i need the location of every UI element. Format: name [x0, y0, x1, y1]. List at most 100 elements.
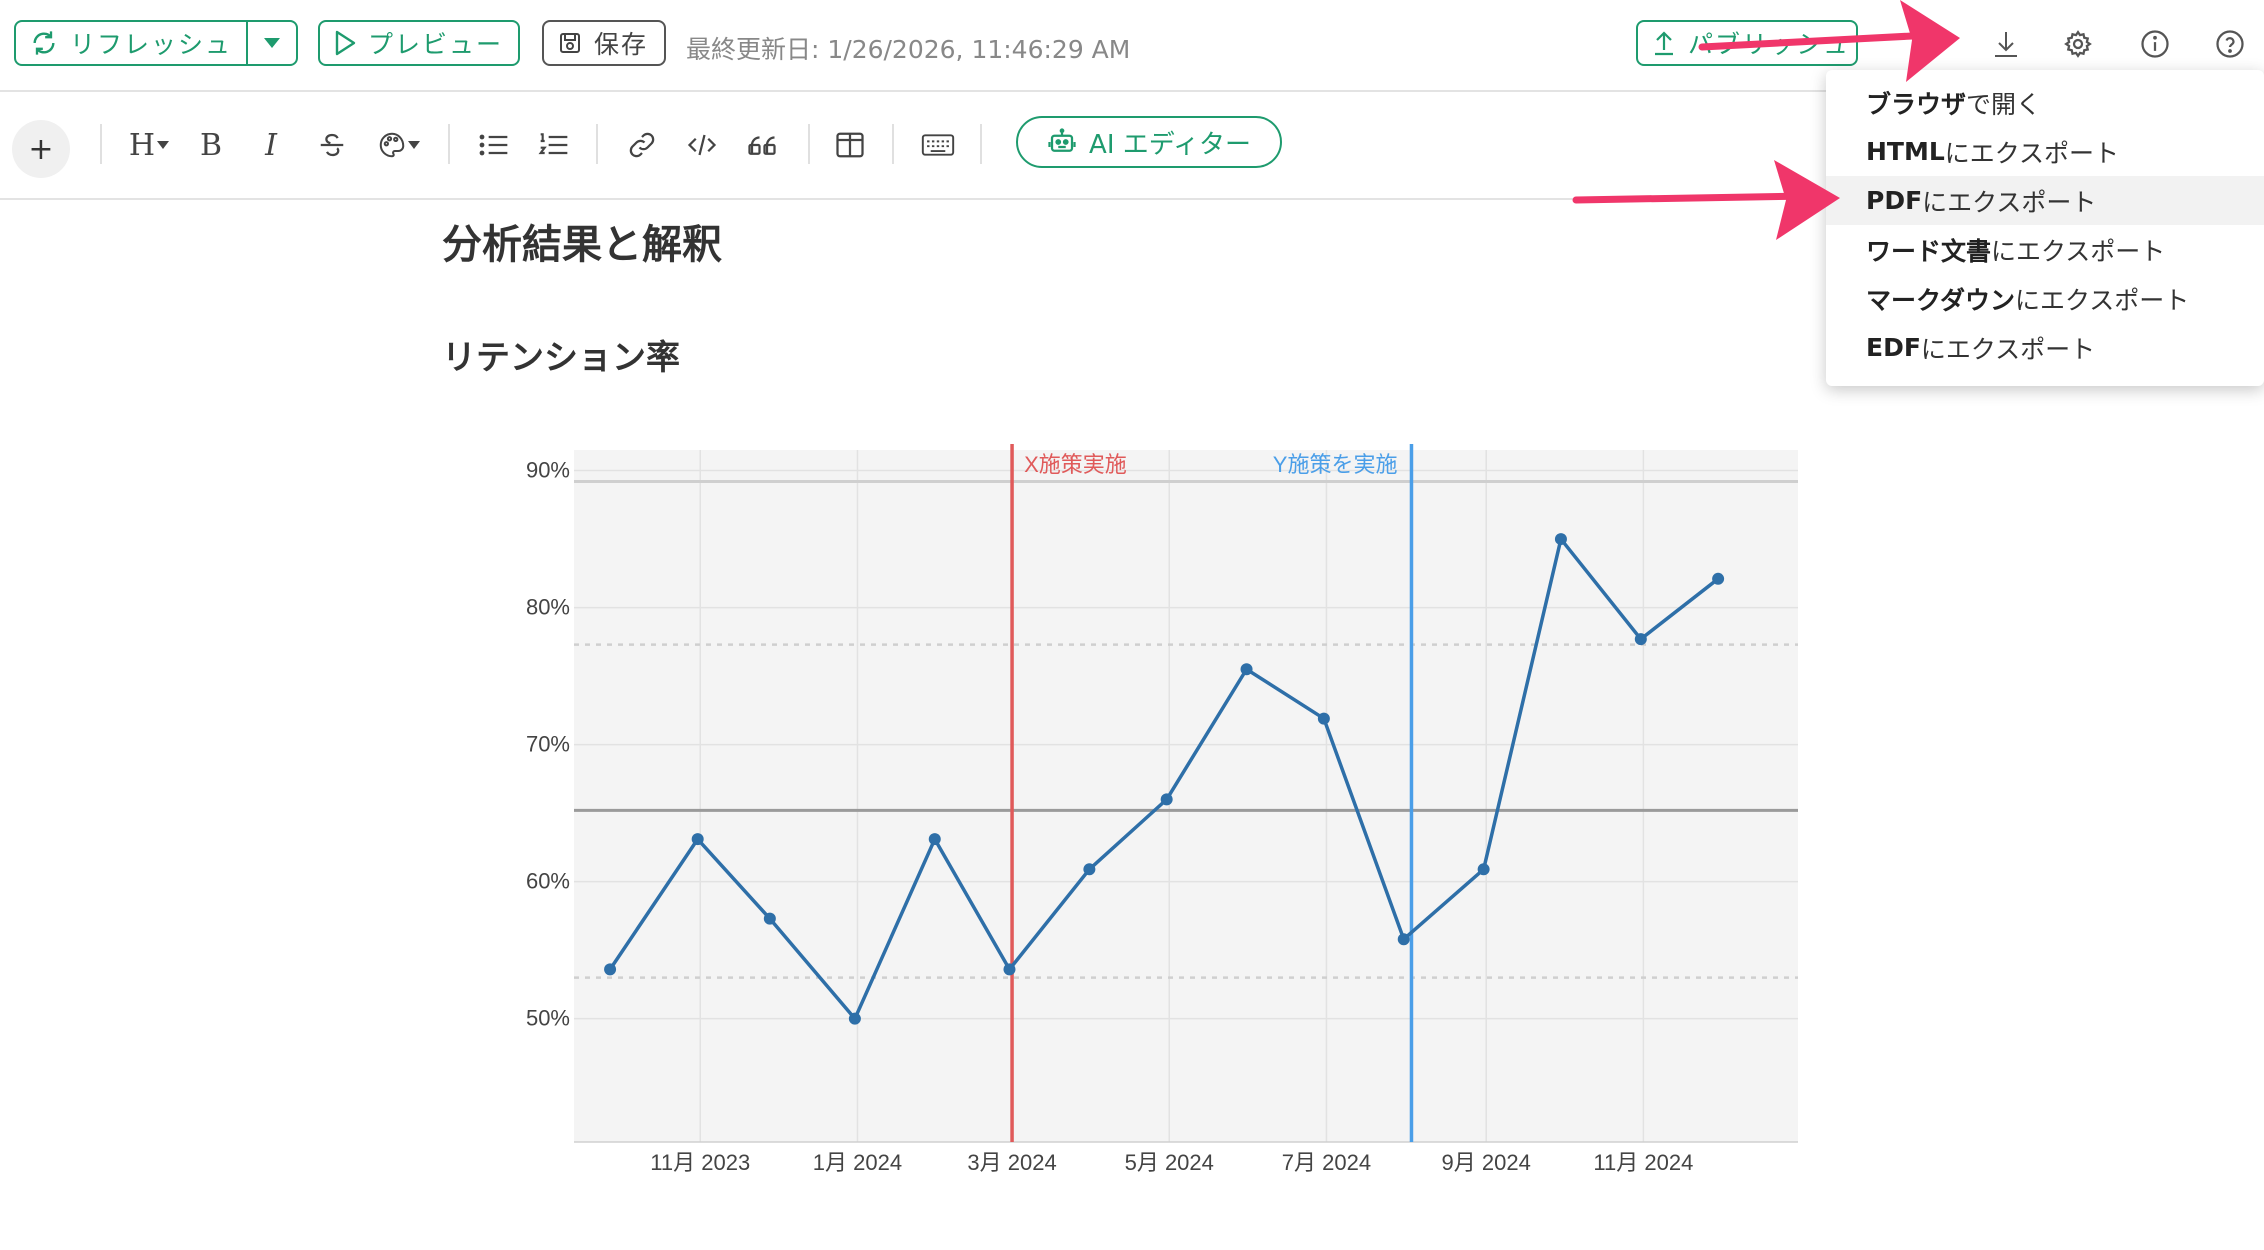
quote-icon[interactable]: [742, 122, 782, 168]
last-updated-text: 最終更新日: 1/26/2026, 11:46:29 AM: [686, 35, 1131, 64]
document-title: 分析結果と解釈: [442, 222, 722, 268]
export-menu-item-format: ワード文書: [1866, 236, 1992, 266]
export-menu-item[interactable]: マークダウン にエクスポート: [1826, 274, 2264, 323]
data-point: [1083, 863, 1096, 876]
data-point: [848, 1012, 861, 1025]
data-point: [928, 833, 941, 846]
data-point: [1477, 863, 1490, 876]
export-menu-item[interactable]: ブラウザ で開く: [1826, 78, 2264, 127]
section-heading: リテンション率: [442, 338, 680, 378]
data-point: [1003, 963, 1016, 976]
heading-label: H: [128, 127, 156, 163]
export-menu-item[interactable]: PDF にエクスポート: [1826, 176, 2264, 225]
export-menu-item-action: で開く: [1966, 89, 2042, 119]
strikethrough-icon[interactable]: [312, 122, 352, 168]
ai-editor-label: AI エディター: [1089, 129, 1251, 160]
heading-button[interactable]: H: [124, 122, 174, 168]
event-marker-label: X施策実施: [1024, 452, 1127, 477]
publish-button[interactable]: パブリッシュ: [1636, 20, 1858, 66]
x-tick-label: 3月 2024: [967, 1150, 1056, 1175]
divider: [596, 124, 598, 164]
ai-editor-button[interactable]: AI エディター: [1016, 116, 1282, 168]
download-icon[interactable]: [1986, 24, 2026, 64]
export-menu-item-action: にエクスポート: [1944, 138, 2120, 168]
plot-background: [574, 450, 1798, 1142]
divider: [892, 124, 894, 164]
y-tick-label: 70%: [526, 732, 570, 757]
export-menu-item-action: にエクスポート: [1920, 334, 2096, 364]
export-menu-item-format: PDF: [1866, 186, 1923, 215]
help-icon[interactable]: [2210, 24, 2250, 64]
x-tick-label: 9月 2024: [1442, 1150, 1531, 1175]
data-point: [1554, 533, 1567, 546]
x-tick-label: 7月 2024: [1282, 1150, 1371, 1175]
robot-icon: [1048, 128, 1076, 152]
keyboard-icon[interactable]: [918, 122, 958, 168]
x-tick-label: 1月 2024: [813, 1150, 902, 1175]
play-icon: [334, 30, 356, 56]
y-tick-label: 90%: [526, 458, 570, 483]
info-icon[interactable]: [2135, 24, 2175, 64]
preview-label: プレビュー: [368, 30, 504, 59]
event-marker-label: Y施策を実施: [1273, 452, 1398, 477]
divider: [100, 124, 102, 164]
bullet-list-icon[interactable]: [474, 122, 514, 168]
code-icon[interactable]: [682, 122, 722, 168]
caret-down-icon: [157, 141, 170, 149]
floppy-icon: [558, 31, 582, 55]
gear-icon[interactable]: [2058, 24, 2098, 64]
export-menu-item-format: ブラウザ: [1866, 89, 1967, 119]
plus-icon: +: [28, 131, 54, 167]
italic-label: I: [265, 127, 277, 163]
y-tick-label: 50%: [526, 1006, 570, 1031]
export-menu-list: ブラウザ で開く HTML にエクスポート PDF にエクスポート ワード文書 にエクスポート…: [1826, 78, 2264, 372]
bold-label: B: [199, 127, 223, 163]
bold-button[interactable]: B: [196, 122, 226, 168]
refresh-icon: [30, 29, 58, 57]
save-button[interactable]: 保存: [542, 20, 666, 66]
export-menu-item-action: にエクスポート: [1922, 187, 2097, 217]
data-point: [1712, 572, 1725, 585]
data-point: [1160, 793, 1173, 806]
line-chart-svg: 50% 60% 70% 80% 90% 11月 2023 1月 2024 3月 2024 5月 …: [526, 444, 1798, 1175]
add-block-button[interactable]: +: [12, 120, 70, 178]
export-menu-item[interactable]: EDF にエクスポート: [1826, 323, 2264, 372]
preview-button[interactable]: プレビュー: [318, 20, 520, 66]
divider: [448, 124, 450, 164]
link-icon[interactable]: [622, 122, 662, 168]
palette-icon[interactable]: [372, 122, 424, 168]
caret-down-icon: [264, 38, 280, 48]
x-tick-label: 5月 2024: [1125, 1150, 1214, 1175]
refresh-label: リフレッシュ: [70, 30, 233, 59]
export-menu-item-format: HTML: [1866, 137, 1945, 166]
publish-label: パブリッシュ: [1688, 30, 1851, 59]
save-label: 保存: [594, 30, 649, 59]
italic-button[interactable]: I: [256, 122, 286, 168]
data-point: [604, 963, 617, 976]
export-menu: ブラウザ で開く HTML にエクスポート PDF にエクスポート ワード文書 にエクスポート…: [1826, 70, 2264, 386]
data-point: [1397, 933, 1410, 946]
editor-toolbar: + H B I AI エディター: [0, 92, 2264, 200]
export-menu-item-action: にエクスポート: [1991, 236, 2166, 266]
y-tick-label: 60%: [526, 869, 570, 894]
export-menu-item-format: マークダウン: [1866, 285, 2016, 315]
x-tick-label: 11月 2023: [650, 1150, 750, 1175]
refresh-button[interactable]: リフレッシュ: [14, 20, 298, 66]
data-point: [763, 912, 776, 925]
column-layout-icon[interactable]: [830, 122, 870, 168]
caret-down-icon: [408, 141, 420, 149]
upload-icon: [1652, 30, 1676, 56]
export-menu-item[interactable]: HTML にエクスポート: [1826, 127, 2264, 176]
data-point: [1240, 663, 1253, 676]
export-menu-item-format: EDF: [1866, 333, 1921, 362]
export-menu-item[interactable]: ワード文書 にエクスポート: [1826, 225, 2264, 274]
numbered-list-icon[interactable]: [534, 122, 574, 168]
data-point: [1317, 712, 1330, 725]
data-point: [691, 833, 704, 846]
refresh-dropdown[interactable]: [246, 22, 296, 64]
divider: [808, 124, 810, 164]
data-point: [1634, 633, 1647, 646]
retention-chart: 50% 60% 70% 80% 90% 11月 2023 1月 2024 3月 2024 5月 …: [500, 430, 1820, 1204]
divider: [980, 124, 982, 164]
x-tick-label: 11月 2024: [1593, 1150, 1693, 1175]
